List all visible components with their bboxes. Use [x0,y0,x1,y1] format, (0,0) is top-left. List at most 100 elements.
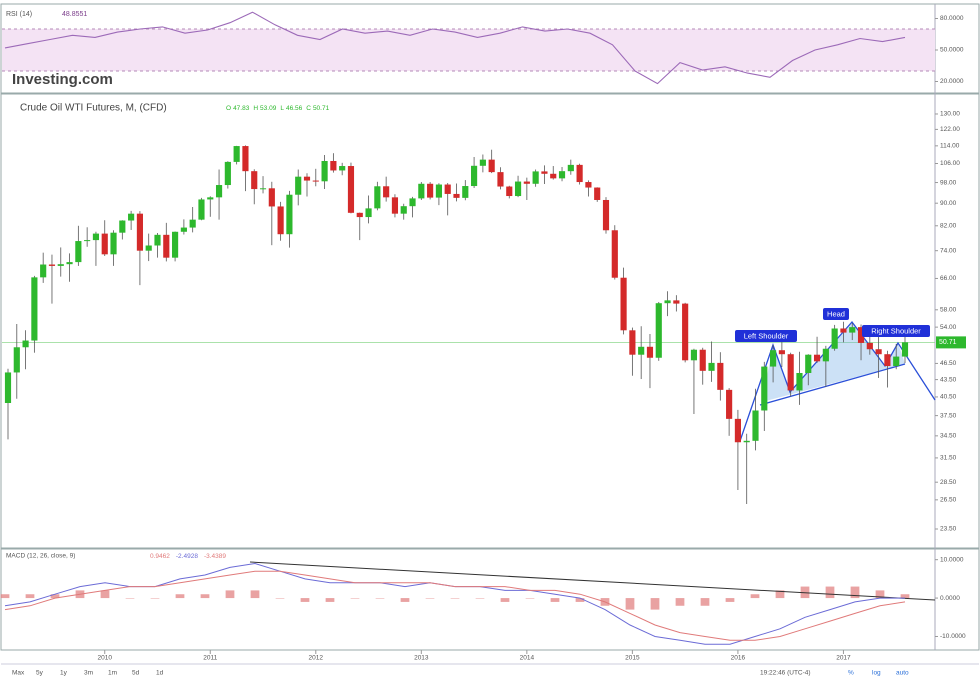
y-tick-label: 66.00 [940,275,957,282]
ohlc-value: 53.09 [260,105,277,112]
candle-body [427,183,434,198]
candle-body [602,199,610,231]
candle-body [418,183,425,199]
candle-body [4,372,12,404]
candle-body [479,159,486,166]
annotation: Left Shoulder [744,331,789,340]
signal-line [4,570,906,641]
candle-body [541,171,548,174]
y-tick-label: 40.50 [940,394,957,401]
candle-body [391,197,399,214]
candle-body [717,362,724,390]
last-price-box [936,336,966,349]
histogram-bar [150,598,160,599]
annotation-box [735,330,797,342]
ohlc-letter: O [226,105,231,112]
candle-body [726,389,733,419]
candle-body [145,245,152,251]
histogram-bar [675,598,685,606]
candle-body [31,277,38,341]
ohlc-value: 46.56 [286,105,303,112]
candle-body [655,303,662,358]
range-button[interactable]: 1y [60,670,68,677]
macd-legend-value: -3.4389 [204,553,226,560]
candle-body [101,233,108,255]
y-tick-label: 26.50 [940,497,957,504]
histogram-bar [650,598,660,610]
candle-body [893,356,900,367]
histogram-bar [775,590,785,599]
rsi-value: 48.8551 [62,11,87,18]
candle-body [567,164,574,172]
candle-body [857,327,865,343]
histogram-bar [125,598,135,599]
histogram-bar [200,594,210,599]
histogram-bar [50,594,60,599]
option-button[interactable]: log [872,670,881,677]
candle-body [198,199,205,220]
candle-body [682,303,689,361]
y-tick-label: 46.50 [940,360,957,367]
candle-body [734,418,741,443]
range-button[interactable]: 5d [132,670,140,677]
candle-body [840,328,847,333]
y-tick-label: 82.00 [940,223,957,230]
histogram-bar [250,590,260,599]
range-button[interactable]: Max [12,670,25,677]
pattern-fill [762,322,905,402]
option-button[interactable]: % [848,670,854,677]
histogram-bar [275,598,285,599]
candle-body [259,188,267,190]
histogram-bar [725,598,735,602]
ohlc-legend: O 47.83 H 53.09 L 46.56 C 50.71 [226,105,330,112]
candle-body [506,186,513,197]
candle-body [277,206,284,235]
candle-body [22,340,29,348]
candle-body [497,172,504,187]
candle-body [242,146,249,172]
y-tick-label: 58.00 [940,307,957,314]
candle-body [136,213,143,251]
range-button[interactable]: 3m [84,670,93,677]
histogram-bar [900,594,910,599]
candle-body [576,164,583,183]
annotation: Head [827,309,845,318]
candle-body [488,159,495,173]
histogram-bar [575,598,585,602]
y-tick-label: 114.00 [940,143,960,150]
candle-body [435,184,442,198]
candle-body [638,346,645,355]
candle-body [409,198,416,207]
macd-legend: 0.9462 -2.4928 -3.4389 [150,553,226,560]
annotation-box [862,325,930,337]
range-button[interactable]: 1m [108,670,117,677]
histogram-bar [400,598,410,602]
candle-body [84,240,91,242]
candle-body [453,193,460,198]
y-tick-label: 31.50 [940,455,957,462]
last-price-label: 50.71 [939,339,957,346]
candle-body [339,166,346,171]
candle-body [813,354,821,362]
candle-body [620,277,627,331]
histogram-bar [625,598,635,610]
candle-body [180,227,187,232]
clock: 19:22:46 (UTC-4) [760,670,811,677]
candle-body [347,166,355,213]
range-button[interactable]: 5y [36,670,44,677]
y-tick-label: 122.00 [940,126,960,133]
y-tick-label: 34.50 [940,433,957,440]
x-tick-label: 2011 [203,655,217,662]
x-tick-label: 2013 [414,655,429,662]
y-tick-label: 98.00 [940,179,957,186]
histogram-bar [550,598,560,602]
x-tick-label: 2012 [309,655,324,662]
candle-body [471,165,478,187]
option-button[interactable]: auto [896,670,909,677]
candle-body [611,230,618,278]
range-button[interactable]: 1d [156,670,164,677]
histogram-bar [225,590,235,599]
candle-body [40,264,47,278]
histogram-bar [450,598,460,599]
